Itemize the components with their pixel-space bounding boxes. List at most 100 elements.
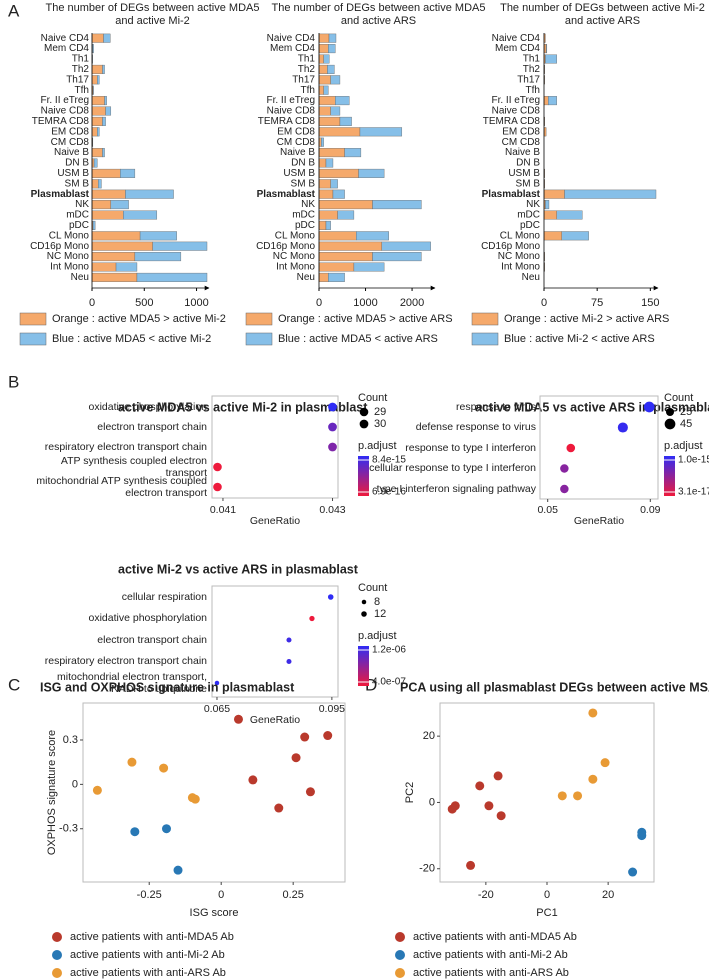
- category-label: Naive CD4: [492, 33, 541, 44]
- category-label: NK: [75, 199, 89, 210]
- size-legend-dot: [361, 599, 367, 605]
- x-tick-label: 75: [591, 297, 603, 309]
- bar-segment: [330, 179, 338, 189]
- point: [628, 867, 638, 877]
- category-label: EM CD8: [51, 126, 89, 137]
- category-label: Naive CD8: [492, 106, 541, 117]
- y-tick-label: -0.3: [59, 823, 78, 835]
- panel-label: A: [8, 1, 20, 20]
- category-label-box: mitochondrial ATP synthesis coupled elec…: [36, 474, 207, 499]
- bar-segment: [102, 64, 105, 74]
- bar-segment: [359, 127, 403, 137]
- category-label-box: electron transport chain: [97, 634, 207, 646]
- category-label: USM B: [283, 168, 315, 179]
- bar-segment: [91, 33, 104, 43]
- size-legend-title: Count: [358, 392, 387, 404]
- dot: [643, 401, 655, 413]
- size-legend-label: 8: [374, 596, 380, 608]
- bar-segment: [372, 252, 422, 262]
- category-label: CM CD8: [502, 137, 541, 148]
- bar-segment: [564, 189, 657, 199]
- bar-segment: [91, 252, 136, 262]
- point: [291, 753, 301, 763]
- bar-segment: [344, 148, 362, 158]
- category-label: electron transport chain: [97, 420, 207, 433]
- point: [173, 865, 183, 875]
- size-legend-label: 25: [680, 406, 692, 418]
- panel-label: C: [8, 675, 20, 694]
- y-tick-label: 0: [72, 778, 78, 790]
- x-tick-label: 0: [541, 297, 547, 309]
- category-label: CM CD8: [277, 137, 316, 148]
- bar-segment: [318, 272, 329, 282]
- category-label: Naive CD4: [267, 33, 316, 44]
- x-tick-label: -0.25: [137, 889, 162, 901]
- legend-marker: [52, 968, 62, 978]
- color-bar: [358, 456, 369, 496]
- bar-segment: [356, 231, 389, 241]
- bar-segment: [91, 96, 105, 106]
- legend-label: Orange : active MDA5 > active Mi-2: [52, 313, 226, 325]
- bar-segment: [318, 96, 336, 106]
- y-tick-label: -20: [419, 863, 435, 875]
- category-label: CM CD8: [51, 137, 90, 148]
- legend-label: Blue : active MDA5 < active Mi-2: [52, 333, 211, 345]
- bar-segment: [318, 85, 324, 95]
- color-legend-title: p.adjust: [358, 440, 397, 452]
- category-label-box: cellular response to type I interferon: [369, 462, 536, 474]
- bar-segment: [318, 252, 373, 262]
- x-tick-label: 0.25: [282, 889, 303, 901]
- plot-frame: [539, 395, 659, 500]
- bar-segment: [93, 158, 98, 168]
- category-label: SM B: [65, 178, 90, 189]
- category-label: NK: [301, 199, 315, 210]
- x-tick-label: 0.05: [537, 504, 558, 516]
- legend-label: active patients with anti-Mi-2 Ab: [413, 949, 568, 961]
- bar-segment: [545, 44, 548, 54]
- bar-segment: [92, 85, 94, 95]
- category-label: CD16p Mono: [30, 241, 89, 252]
- category-label: CD16p Mono: [256, 241, 315, 252]
- chart-title-box: The number of DEGs between active MDA5 a…: [45, 2, 260, 27]
- category-label: mitochondrial ATP synthesis coupled elec…: [36, 474, 207, 499]
- x-tick-label: 2000: [400, 297, 424, 309]
- bar-segment: [134, 252, 182, 262]
- chart-title-box: The number of DEGs between active MDA5 a…: [272, 2, 486, 27]
- point: [475, 781, 485, 791]
- category-label: Naive CD8: [41, 106, 90, 117]
- chart-title: The number of DEGs between active MDA5 a…: [45, 2, 260, 27]
- bar-segment: [325, 220, 331, 230]
- category-label: CL Mono: [275, 230, 316, 241]
- category-label: Mem CD4: [44, 43, 89, 54]
- point: [92, 785, 102, 795]
- category-label-box: cellular respiration: [122, 591, 207, 603]
- bar-segment: [318, 64, 328, 74]
- bar-segment: [91, 210, 124, 220]
- bar-segment: [110, 200, 129, 210]
- bar-segment: [332, 189, 345, 199]
- bar-segment: [543, 231, 562, 241]
- category-label: SM B: [516, 178, 541, 189]
- size-legend-dot: [359, 419, 369, 429]
- point: [127, 757, 137, 767]
- point: [190, 794, 200, 804]
- y-tick-label: 0.3: [63, 734, 78, 746]
- category-label: CD16p Mono: [481, 241, 540, 252]
- bar-segment: [103, 33, 111, 43]
- size-legend-dot: [666, 408, 674, 416]
- bar-segment: [97, 75, 100, 85]
- category-label: Int Mono: [276, 262, 315, 273]
- category-label: Mem CD4: [495, 43, 540, 54]
- dot: [617, 422, 628, 433]
- bar-segment: [372, 200, 422, 210]
- bar-segment: [104, 96, 107, 106]
- bar-segment: [318, 220, 327, 230]
- category-label: EM CD8: [277, 126, 315, 137]
- color-tick-label: 1.2e-06: [372, 645, 406, 656]
- dot: [286, 658, 292, 665]
- category-label: response to virus: [456, 400, 536, 413]
- dot: [566, 443, 576, 453]
- point: [161, 824, 171, 834]
- bar-segment: [92, 220, 96, 230]
